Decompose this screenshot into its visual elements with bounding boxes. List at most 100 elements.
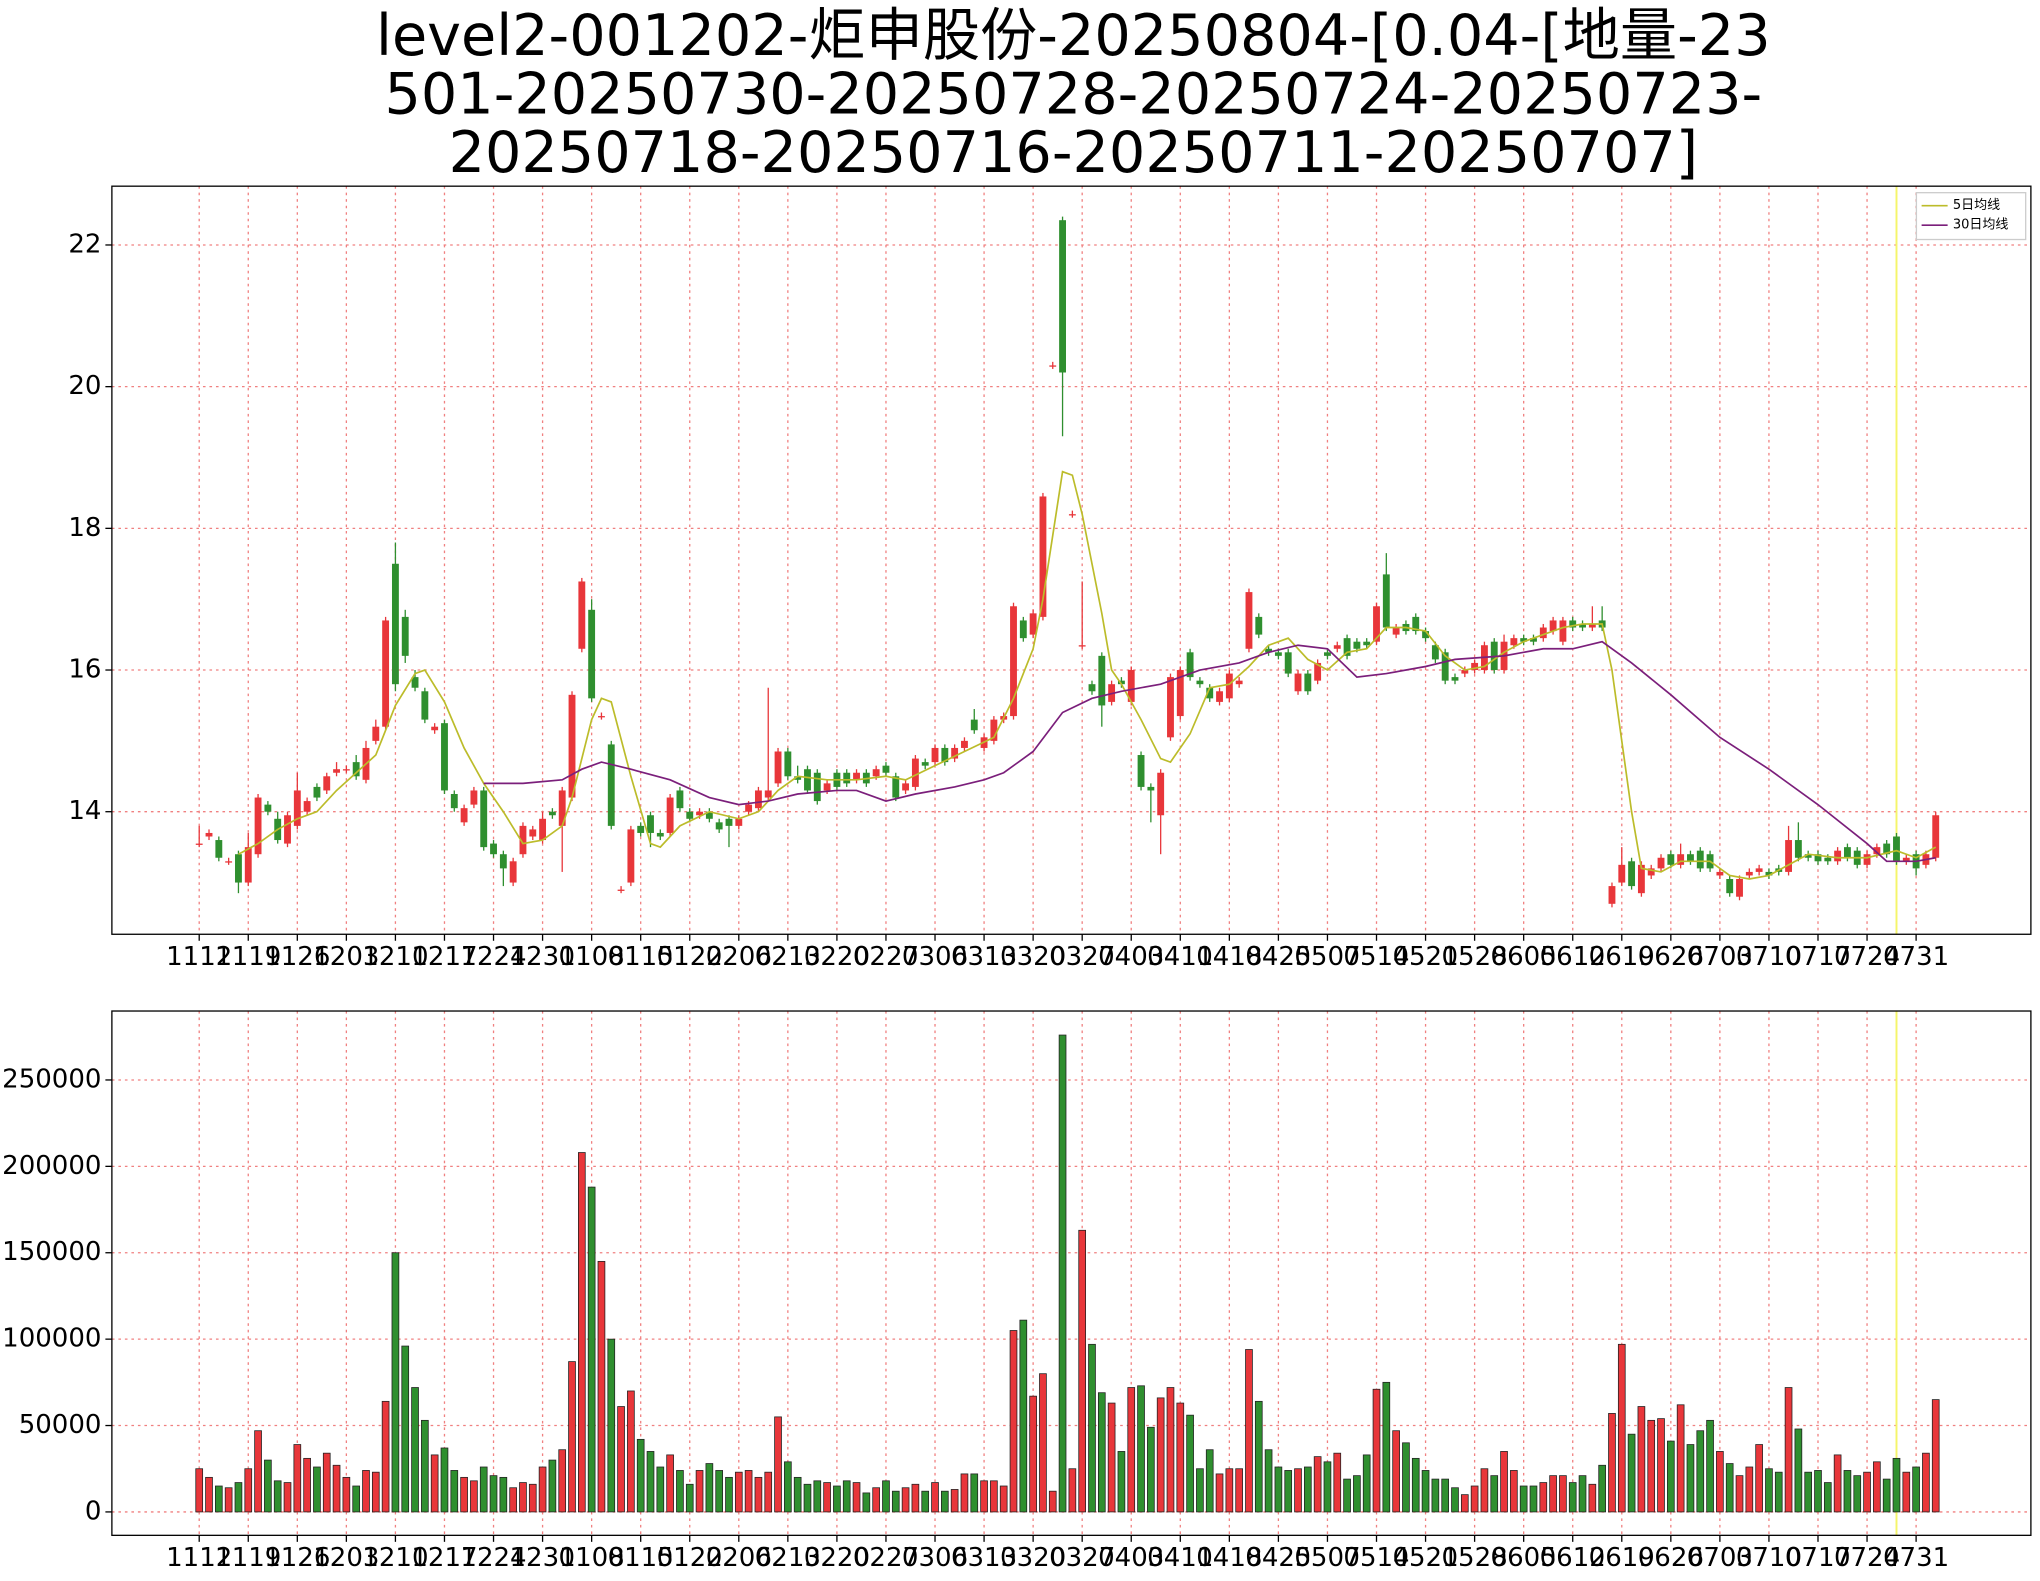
y-tick-label: 20 <box>68 371 101 401</box>
y-tick-label: 18 <box>68 513 101 543</box>
candle-body <box>1157 772 1165 816</box>
candle-body <box>1794 840 1802 858</box>
y-tick-label: 250000 <box>2 1064 101 1094</box>
x-tick-label: 0605 <box>1491 1543 1557 1573</box>
x-tick-label: 1231 <box>509 942 575 972</box>
candle-body <box>470 790 478 805</box>
x-tick-label: 0411 <box>1147 942 1213 972</box>
candle-body <box>794 776 802 780</box>
candle-body <box>333 769 340 773</box>
volume-bar <box>1588 1483 1597 1513</box>
x-tick-label: 0425 <box>1245 1543 1311 1573</box>
candle-body <box>578 581 586 649</box>
candle-body <box>951 747 959 759</box>
x-tick-label: 0327 <box>1049 942 1115 972</box>
volume-bar <box>833 1485 841 1513</box>
volume-bar <box>1559 1475 1567 1513</box>
volume-bar <box>519 1482 527 1513</box>
volume-bar <box>1676 1404 1685 1513</box>
x-tick-label: 1119 <box>215 1543 281 1573</box>
candle-body <box>774 751 782 784</box>
volume-bar <box>803 1483 812 1513</box>
candle-body <box>705 811 713 819</box>
candle-body <box>244 847 252 883</box>
volume-bar <box>862 1492 871 1513</box>
volume-bar <box>1127 1387 1136 1513</box>
candle-body <box>450 793 458 809</box>
volume-bar <box>1117 1451 1126 1513</box>
candle-body <box>215 840 223 858</box>
candle-body <box>725 818 733 826</box>
volume-bar <box>666 1454 674 1513</box>
candle-body <box>1883 843 1891 855</box>
candle-body <box>892 776 900 798</box>
candle-body <box>352 762 360 777</box>
candle-body <box>1019 620 1027 639</box>
volume-bar <box>1617 1343 1626 1513</box>
candle-body <box>284 815 291 844</box>
volume-bar <box>1833 1454 1842 1513</box>
volume-bar <box>891 1490 900 1513</box>
volume-bar <box>273 1480 282 1513</box>
volume-bar <box>460 1476 468 1513</box>
volume-bar <box>1421 1470 1430 1513</box>
volume-bar <box>1863 1471 1871 1513</box>
candle-body <box>1726 879 1734 894</box>
volume-bar <box>1725 1463 1734 1513</box>
candle-body <box>1216 691 1223 702</box>
candle-body <box>696 811 703 816</box>
volume-bar <box>911 1483 920 1513</box>
x-tick-label: 0206 <box>706 942 772 972</box>
x-tick-label: 0425 <box>1245 942 1311 972</box>
x-tick-label: 1112 <box>166 1543 232 1573</box>
volume-bar <box>254 1430 262 1513</box>
ma-line <box>483 640 1936 863</box>
y-tick-label: 100000 <box>2 1324 101 1354</box>
y-tick-label: 50000 <box>19 1410 102 1440</box>
x-tick-label: 0626 <box>1638 1543 1704 1573</box>
volume-bar <box>1843 1470 1852 1513</box>
candle-body <box>921 762 929 766</box>
volume-bar <box>990 1480 998 1513</box>
x-tick-label: 0227 <box>853 1543 919 1573</box>
volume-bar <box>950 1489 959 1513</box>
volume-bar <box>1500 1451 1508 1513</box>
x-tick-label: 0710 <box>1736 1543 1802 1573</box>
x-tick-label: 0528 <box>1442 1543 1508 1573</box>
volume-bar <box>656 1466 665 1513</box>
volume-bar <box>1078 1229 1087 1513</box>
volume-bar <box>1549 1475 1557 1513</box>
candle-body <box>764 790 772 798</box>
candle-body <box>970 719 978 731</box>
volume-bar <box>1451 1487 1459 1513</box>
volume-bar <box>1529 1485 1538 1513</box>
candle-body <box>1373 606 1380 642</box>
candle-body <box>656 832 664 837</box>
x-tick-label: 0403 <box>1098 942 1164 972</box>
candle-body <box>617 889 625 891</box>
volume-bar <box>1539 1482 1548 1513</box>
candle-body <box>509 861 517 883</box>
volume-bar <box>1441 1478 1450 1513</box>
volume-bar <box>744 1470 753 1513</box>
x-tick-label: 0507 <box>1294 1543 1360 1573</box>
volume-bar <box>852 1482 861 1513</box>
candle-body <box>1579 623 1586 628</box>
volume-bar <box>1598 1464 1606 1513</box>
y-tick-label: 16 <box>68 655 101 685</box>
x-tick-label: 1203 <box>313 942 379 972</box>
candle-body <box>598 716 605 718</box>
volume-bar <box>1362 1454 1371 1513</box>
volume-bar <box>685 1483 694 1513</box>
volume-bar <box>342 1476 351 1513</box>
candle-body <box>588 609 596 699</box>
candle-body <box>941 747 949 763</box>
y-tick-label: 0 <box>85 1496 102 1526</box>
volume-bar <box>215 1485 223 1513</box>
candle-body <box>686 811 694 819</box>
volume-bar <box>313 1466 321 1513</box>
volume-bar <box>627 1390 635 1513</box>
x-tick-label: 0612 <box>1540 1543 1606 1573</box>
volume-bar <box>1294 1468 1302 1513</box>
candle-body <box>1255 616 1263 635</box>
